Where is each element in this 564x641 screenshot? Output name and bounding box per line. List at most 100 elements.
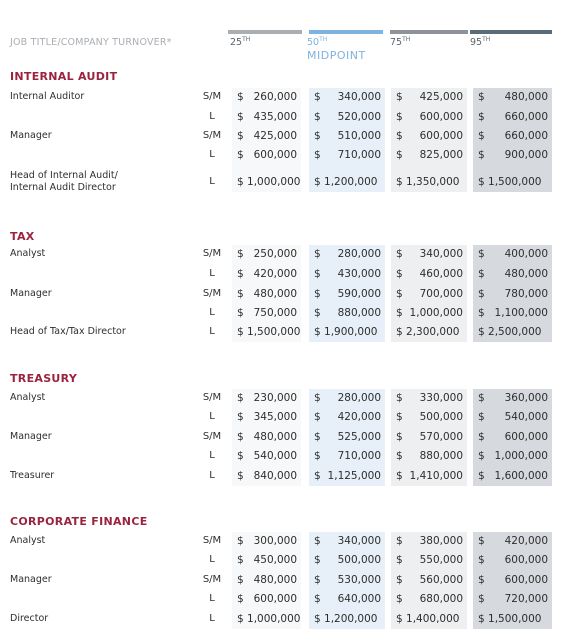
table-row: L $345,000 $420,000 $500,000 $540,000 bbox=[0, 408, 564, 427]
currency-symbol: $ bbox=[396, 593, 403, 605]
currency-symbol: $ bbox=[396, 307, 403, 319]
salary-cell-50th: $ 1,900,000 bbox=[309, 323, 385, 342]
salary-cell-50th: $880,000 bbox=[309, 304, 385, 323]
salary-value: 280,000 bbox=[337, 392, 381, 404]
section-title: TREASURY bbox=[10, 372, 78, 385]
currency-symbol: $ bbox=[396, 288, 403, 300]
currency-symbol: $ bbox=[314, 554, 321, 566]
salary-value: 825,000 bbox=[419, 149, 463, 161]
salary-cell-50th: $640,000 bbox=[309, 590, 385, 609]
salary-value: 345,000 bbox=[253, 411, 297, 423]
table-row: L $750,000 $880,000 $1,000,000 $1,100,000 bbox=[0, 304, 564, 323]
salary-value: 540,000 bbox=[504, 411, 548, 423]
company-size: L bbox=[209, 176, 215, 187]
salary-value: 560,000 bbox=[419, 574, 463, 586]
table-row: Manager S/M $480,000 $530,000 $560,000 $600,0… bbox=[0, 571, 564, 590]
salary-cell-75th: $700,000 bbox=[391, 285, 467, 304]
currency-symbol: $ bbox=[237, 470, 244, 482]
salary-value: 480,000 bbox=[504, 268, 548, 280]
header-bar-95th bbox=[470, 30, 552, 34]
salary-value: 425,000 bbox=[253, 130, 297, 142]
salary-value: 260,000 bbox=[253, 91, 297, 103]
salary-cell-75th: $500,000 bbox=[391, 408, 467, 427]
header-bar-75th bbox=[390, 30, 468, 34]
salary-cell-95th: $ 1,500,000 bbox=[473, 610, 552, 629]
currency-symbol: $ bbox=[396, 248, 403, 260]
currency-symbol: $ bbox=[396, 470, 403, 482]
salary-value: $ 1,500,000 bbox=[237, 326, 301, 338]
currency-symbol: $ bbox=[478, 149, 485, 161]
salary-cell-75th: $600,000 bbox=[391, 127, 467, 146]
salary-value: 425,000 bbox=[419, 91, 463, 103]
currency-symbol: $ bbox=[237, 268, 244, 280]
salary-cell-75th: $1,000,000 bbox=[391, 304, 467, 323]
salary-value: 660,000 bbox=[504, 111, 548, 123]
company-size: L bbox=[209, 326, 215, 337]
salary-cell-25th: $300,000 bbox=[232, 532, 301, 551]
company-size: L bbox=[209, 470, 215, 481]
salary-cell-95th: $360,000 bbox=[473, 389, 552, 408]
salary-cell-95th: $600,000 bbox=[473, 428, 552, 447]
salary-cell-95th: $720,000 bbox=[473, 590, 552, 609]
salary-cell-50th: $340,000 bbox=[309, 532, 385, 551]
column-header-95th: 95TH bbox=[470, 36, 491, 49]
salary-value: 500,000 bbox=[337, 554, 381, 566]
job-title: Analyst bbox=[10, 535, 46, 546]
column-background bbox=[391, 88, 467, 192]
salary-value: $ 1,500,000 bbox=[478, 613, 542, 625]
currency-symbol: $ bbox=[237, 554, 244, 566]
table-row: L $540,000 $710,000 $880,000 $1,000,000 bbox=[0, 447, 564, 466]
section-title: TAX bbox=[10, 230, 35, 243]
table-row: Treasurer L $840,000 $1,125,000 $1,410,000 $1… bbox=[0, 467, 564, 486]
salary-value: $ 1,000,000 bbox=[237, 176, 301, 188]
currency-symbol: $ bbox=[314, 268, 321, 280]
salary-value: 435,000 bbox=[253, 111, 297, 123]
salary-cell-25th: $345,000 bbox=[232, 408, 301, 427]
table-row: L $600,000 $710,000 $825,000 $900,000 bbox=[0, 146, 564, 165]
currency-symbol: $ bbox=[478, 130, 485, 142]
salary-value: 710,000 bbox=[337, 450, 381, 462]
currency-symbol: $ bbox=[478, 307, 485, 319]
currency-symbol: $ bbox=[478, 535, 485, 547]
salary-value: 340,000 bbox=[419, 248, 463, 260]
salary-value: $ 2,500,000 bbox=[478, 326, 542, 338]
salary-value: 720,000 bbox=[504, 593, 548, 605]
salary-value: $ 1,500,000 bbox=[478, 176, 542, 188]
currency-symbol: $ bbox=[237, 307, 244, 319]
job-title: Director bbox=[10, 613, 49, 624]
currency-symbol: $ bbox=[237, 535, 244, 547]
salary-value: 360,000 bbox=[504, 392, 548, 404]
salary-value: 600,000 bbox=[253, 593, 297, 605]
job-title: Internal Auditor bbox=[10, 91, 85, 102]
salary-value: 510,000 bbox=[337, 130, 381, 142]
salary-value: 570,000 bbox=[419, 431, 463, 443]
currency-symbol: $ bbox=[237, 574, 244, 586]
salary-value: 600,000 bbox=[419, 111, 463, 123]
salary-cell-95th: $ 1,500,000 bbox=[473, 173, 552, 192]
currency-symbol: $ bbox=[396, 130, 403, 142]
column-header-job-title: JOB TITLE/COMPANY TURNOVER* bbox=[10, 37, 172, 48]
salary-cell-25th: $480,000 bbox=[232, 285, 301, 304]
currency-symbol: $ bbox=[478, 248, 485, 260]
salary-value: 540,000 bbox=[253, 450, 297, 462]
salary-cell-95th: $1,000,000 bbox=[473, 447, 552, 466]
currency-symbol: $ bbox=[396, 111, 403, 123]
currency-symbol: $ bbox=[478, 392, 485, 404]
salary-cell-75th: $425,000 bbox=[391, 88, 467, 107]
company-size: S/M bbox=[202, 392, 222, 403]
salary-cell-95th: $400,000 bbox=[473, 245, 552, 264]
currency-symbol: $ bbox=[314, 431, 321, 443]
job-title: Head of Internal Audit/ Internal Audit D… bbox=[10, 170, 118, 193]
currency-symbol: $ bbox=[396, 91, 403, 103]
salary-cell-50th: $530,000 bbox=[309, 571, 385, 590]
company-size: L bbox=[209, 268, 215, 279]
salary-cell-50th: $ 1,200,000 bbox=[309, 610, 385, 629]
company-size: L bbox=[209, 411, 215, 422]
salary-value: $ 1,200,000 bbox=[314, 613, 378, 625]
currency-symbol: $ bbox=[314, 470, 321, 482]
salary-cell-25th: $480,000 bbox=[232, 571, 301, 590]
salary-cell-75th: $600,000 bbox=[391, 108, 467, 127]
table-row: Manager S/M $425,000 $510,000 $600,000 $660,0… bbox=[0, 127, 564, 146]
job-title: Treasurer bbox=[10, 470, 55, 481]
salary-value: $ 1,400,000 bbox=[396, 613, 460, 625]
